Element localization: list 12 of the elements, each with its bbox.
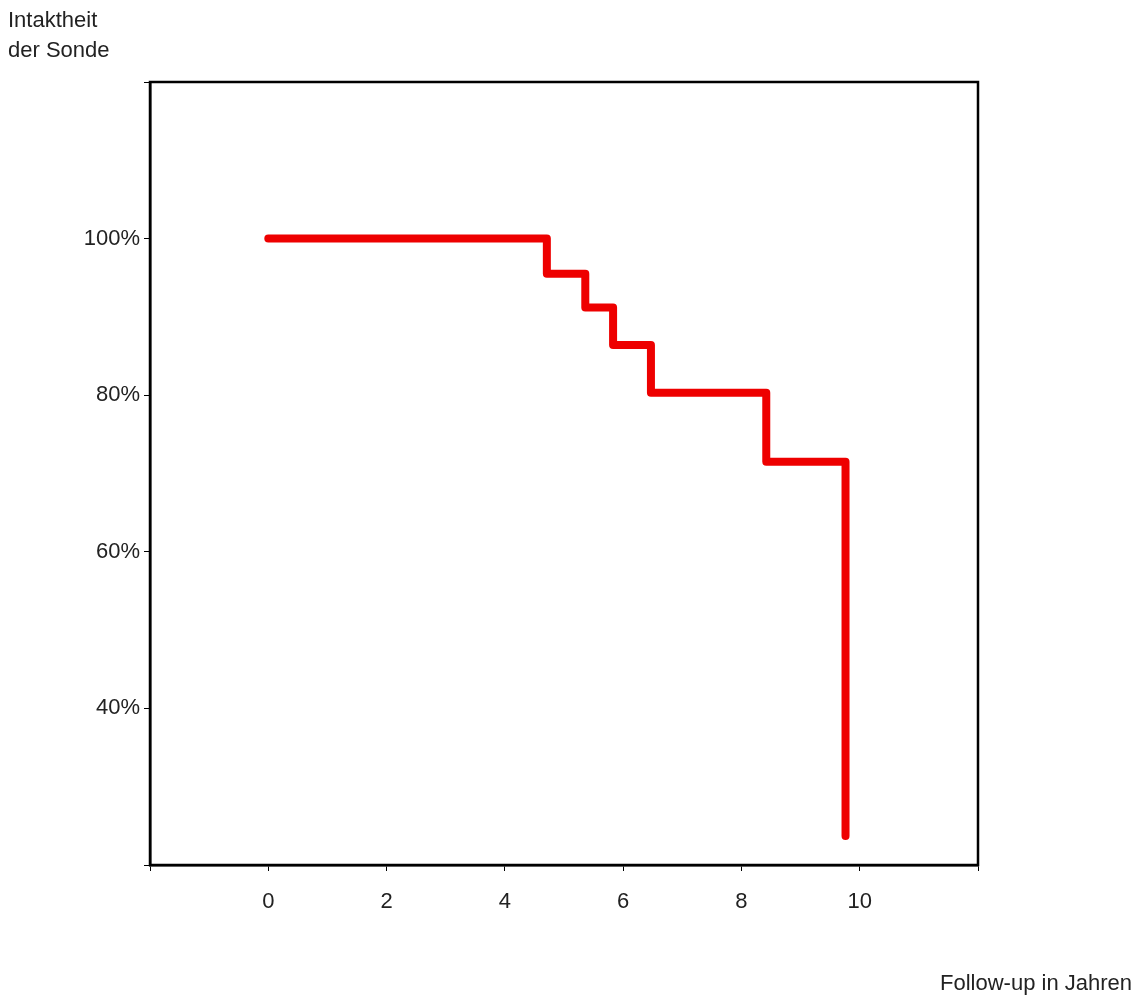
y-tick-label: 40% <box>95 694 140 720</box>
y-tick-label: 60% <box>95 537 140 563</box>
x-tick-label: 2 <box>380 888 393 914</box>
y-axis-title: Intaktheit der Sonde <box>8 7 110 63</box>
x-axis-title: Follow-up in Jahren <box>940 970 1132 995</box>
y-tick-label: 100% <box>83 224 140 250</box>
x-tick-label: 8 <box>735 888 748 914</box>
y-tick-label: 80% <box>95 381 140 407</box>
x-tick-label: 0 <box>262 888 275 914</box>
x-tick-label: 4 <box>498 888 511 914</box>
x-tick-label: 10 <box>847 888 872 914</box>
x-tick-label: 6 <box>617 888 630 914</box>
